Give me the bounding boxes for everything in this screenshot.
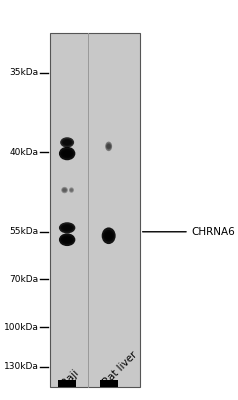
Ellipse shape bbox=[63, 188, 66, 192]
Text: 55kDa: 55kDa bbox=[10, 227, 39, 236]
Ellipse shape bbox=[69, 188, 74, 192]
Text: Raji: Raji bbox=[60, 367, 81, 388]
Ellipse shape bbox=[59, 222, 75, 233]
Ellipse shape bbox=[62, 236, 72, 243]
Ellipse shape bbox=[105, 142, 112, 151]
Ellipse shape bbox=[60, 149, 74, 158]
Ellipse shape bbox=[62, 139, 73, 146]
Ellipse shape bbox=[61, 187, 68, 193]
Bar bbox=[99, 380, 118, 387]
Ellipse shape bbox=[59, 233, 75, 246]
Ellipse shape bbox=[69, 187, 74, 193]
Text: 70kDa: 70kDa bbox=[10, 275, 39, 284]
Ellipse shape bbox=[102, 228, 116, 244]
Ellipse shape bbox=[63, 140, 71, 145]
Text: CHRNA6: CHRNA6 bbox=[143, 227, 235, 237]
Ellipse shape bbox=[70, 189, 73, 192]
Text: 40kDa: 40kDa bbox=[10, 148, 39, 157]
Bar bbox=[58, 380, 76, 387]
Ellipse shape bbox=[103, 230, 114, 242]
Ellipse shape bbox=[104, 232, 113, 240]
Ellipse shape bbox=[62, 150, 72, 157]
Ellipse shape bbox=[59, 147, 75, 160]
Text: Rat liver: Rat liver bbox=[102, 350, 139, 388]
Ellipse shape bbox=[107, 144, 111, 149]
Ellipse shape bbox=[62, 225, 72, 230]
Ellipse shape bbox=[60, 235, 74, 244]
Ellipse shape bbox=[106, 143, 111, 150]
Ellipse shape bbox=[60, 137, 74, 148]
Text: 100kDa: 100kDa bbox=[4, 323, 39, 332]
Text: 35kDa: 35kDa bbox=[10, 68, 39, 77]
Bar bbox=[50, 33, 140, 387]
Text: 130kDa: 130kDa bbox=[4, 362, 39, 371]
Ellipse shape bbox=[60, 224, 74, 232]
Ellipse shape bbox=[62, 188, 67, 192]
